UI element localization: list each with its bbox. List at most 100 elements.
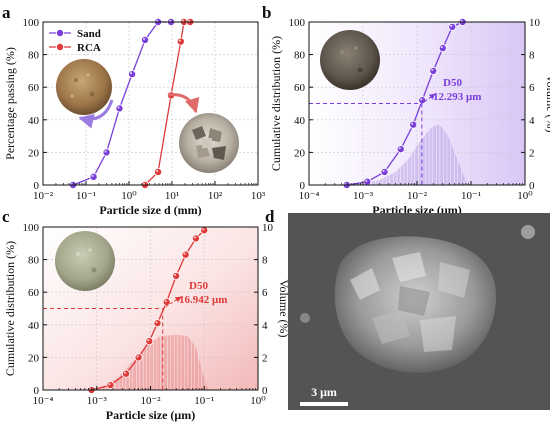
data-point-highlight: [202, 228, 205, 231]
data-point-highlight: [123, 371, 127, 374]
data-point: [106, 381, 115, 390]
data-point: [172, 271, 181, 280]
data-point-highlight: [104, 150, 107, 153]
data-point-highlight: [411, 122, 414, 125]
y2-tick-label: 4: [262, 320, 268, 332]
data-point: [438, 44, 447, 53]
data-point: [128, 70, 137, 79]
data-point-highlight: [174, 273, 177, 276]
data-point-highlight: [142, 37, 146, 41]
d50-arrow: [165, 296, 182, 307]
x-tick-label: 10⁻⁴: [33, 395, 54, 407]
x-tick-label: 10³: [251, 190, 266, 202]
data-point: [89, 172, 98, 181]
y-tick-label: 80: [28, 50, 40, 62]
series-line-rca: [144, 21, 191, 186]
x-tick-label: 10⁰: [121, 190, 137, 202]
y2-tick-label: 0: [529, 180, 535, 192]
d50-label: D50: [443, 77, 462, 89]
data-point: [448, 22, 457, 31]
data-point: [153, 319, 162, 328]
data-point: [102, 148, 111, 157]
y-axis-label: Cumulative distribution (%): [269, 36, 283, 171]
x-tick-label: 10⁻¹: [76, 190, 96, 202]
y2-tick-label: 0: [262, 385, 268, 397]
powder-c-photo-inset: [55, 231, 115, 291]
rca-photo-inset: [179, 113, 239, 173]
y-tick-label: 100: [23, 222, 40, 234]
y-tick-label: 40: [28, 115, 40, 127]
d50-value: 12.293 μm: [433, 91, 481, 103]
data-point-highlight: [183, 252, 186, 255]
y-tick-label: 80: [294, 50, 306, 62]
y2-axis-label: Volume (%): [544, 74, 550, 132]
data-point: [176, 37, 185, 46]
x-axis-label: Particle size (μm): [106, 408, 195, 422]
panel-label-c: c: [2, 207, 10, 226]
y-tick-label: 100: [23, 17, 40, 29]
data-point: [154, 167, 163, 176]
data-point-highlight: [155, 321, 158, 324]
y-tick-label: 60: [28, 287, 40, 299]
data-point-highlight: [431, 68, 434, 71]
y-tick-label: 20: [28, 352, 40, 364]
series-line-cumulative: [346, 21, 463, 186]
data-point-highlight: [129, 72, 133, 75]
data-point: [418, 96, 427, 105]
x-tick-label: 10⁰: [517, 190, 533, 202]
data-point-highlight: [193, 236, 197, 239]
y-tick-label: 0: [34, 385, 40, 397]
data-point: [162, 297, 171, 306]
legend-label-sand: Sand: [77, 28, 101, 40]
y2-tick-label: 6: [262, 287, 268, 299]
data-point: [141, 35, 150, 44]
sand-arrow: [78, 99, 114, 129]
data-point-highlight: [164, 299, 167, 303]
x-axis-label: Particle size d (mm): [99, 203, 201, 217]
y-tick-label: 60: [28, 82, 40, 94]
data-point-highlight: [382, 169, 385, 173]
data-point: [145, 337, 154, 346]
x-tick-label: 10⁻²: [407, 190, 428, 202]
d50-value: 16.942 μm: [179, 294, 227, 306]
sem-image: [288, 213, 550, 410]
plot-frame: [42, 21, 259, 186]
panel-label-b: b: [262, 3, 271, 22]
x-tick-label: 10⁻²: [33, 190, 54, 202]
x-tick-label: 10¹: [165, 190, 179, 202]
y-tick-label: 40: [294, 115, 306, 127]
y2-tick-label: 10: [262, 222, 274, 234]
data-point: [200, 226, 209, 235]
y2-tick-label: 8: [262, 255, 268, 267]
volume-area: [346, 124, 469, 185]
data-point: [363, 177, 372, 186]
x-tick-label: 10⁻²: [140, 395, 161, 407]
data-point-highlight: [136, 355, 139, 358]
y2-axis-label: Volume (%): [277, 279, 291, 337]
x-tick-label: 10⁻¹: [461, 190, 481, 202]
data-point-highlight: [117, 106, 120, 109]
x-tick-label: 10²: [208, 190, 223, 202]
data-point-highlight: [147, 339, 150, 342]
x-tick-label: 10⁰: [250, 395, 266, 407]
data-point-highlight: [420, 98, 423, 101]
rca-arrow: [167, 93, 200, 114]
y2-tick-label: 4: [529, 115, 535, 127]
x-tick-label: 10⁻¹: [194, 395, 214, 407]
panel-label-d: d: [265, 207, 275, 226]
y-tick-label: 40: [28, 320, 40, 332]
data-point: [380, 167, 389, 176]
data-point-highlight: [178, 39, 181, 42]
data-point-highlight: [108, 383, 111, 386]
y-tick-label: 0: [300, 180, 306, 192]
panel-label-a: a: [2, 3, 11, 22]
x-tick-label: 10⁻⁴: [299, 190, 320, 202]
panel-a: 10⁻² 10⁻¹ 10⁰ 10¹ 10² 10³ 0 20 40 60 80 100 Particle…: [3, 17, 266, 217]
y-tick-label: 20: [28, 147, 40, 159]
data-point-highlight: [155, 169, 159, 173]
y-tick-label: 80: [28, 255, 40, 267]
y-tick-label: 100: [289, 17, 306, 29]
